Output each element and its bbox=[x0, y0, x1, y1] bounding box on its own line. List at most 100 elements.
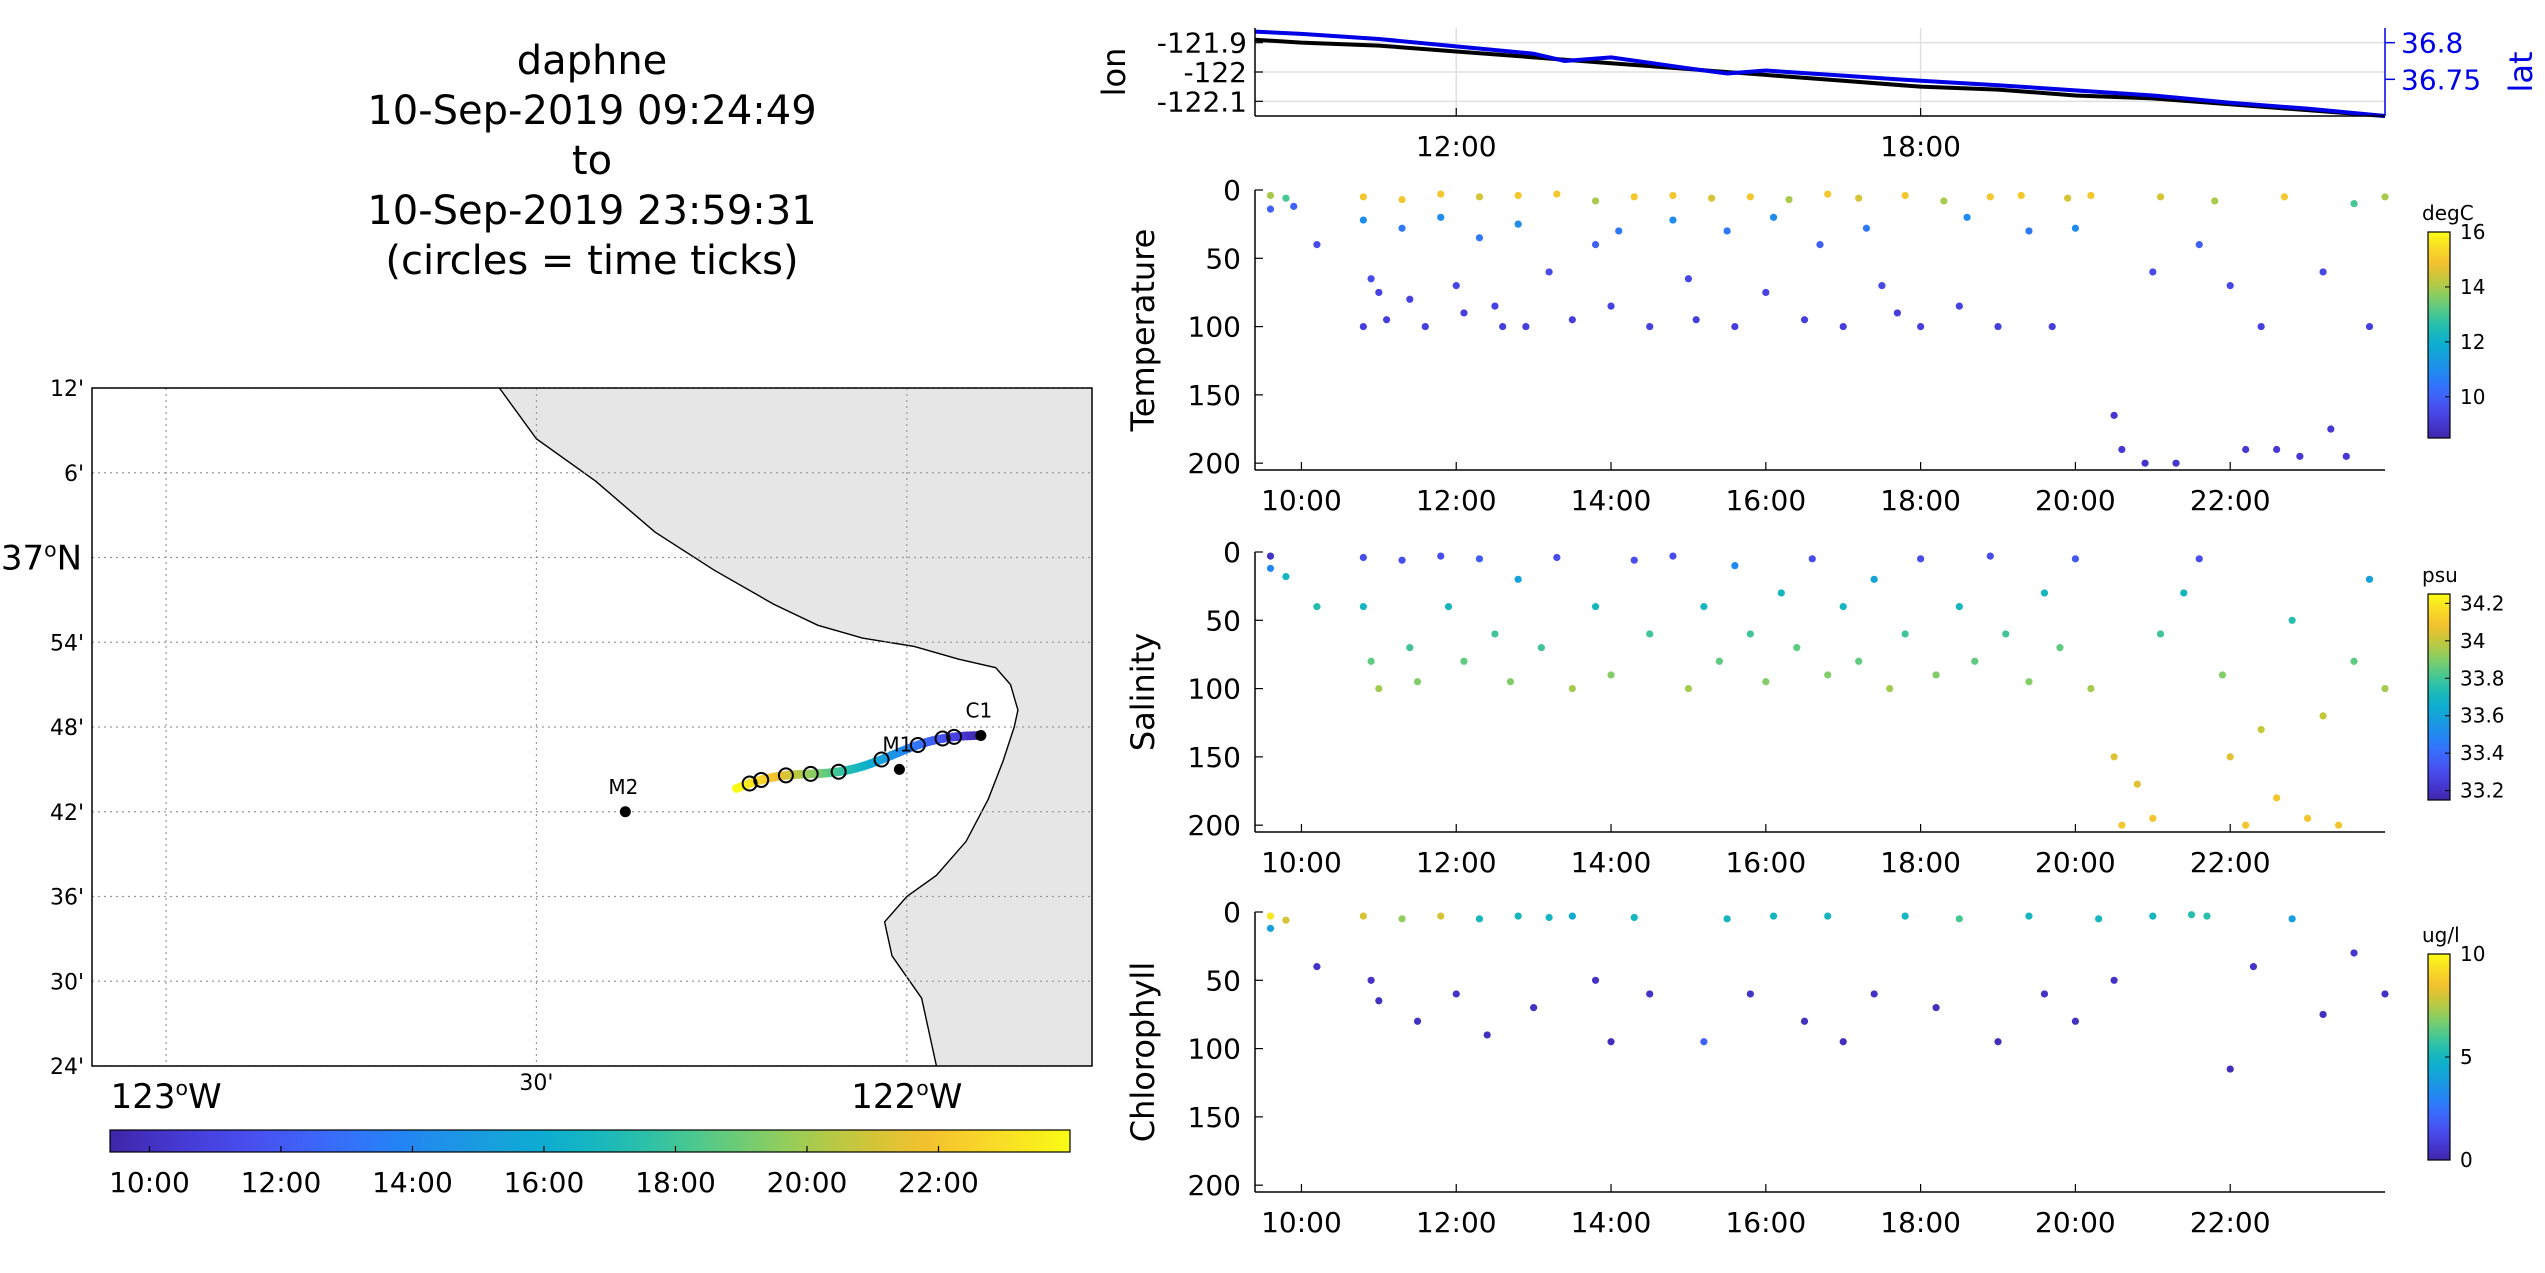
temperature-point bbox=[1475, 234, 1484, 242]
temperature-point bbox=[1901, 191, 1909, 200]
salinity-point bbox=[1855, 657, 1863, 665]
temperature-point bbox=[2025, 227, 2033, 235]
chlorophyll-xtick-label: 20:00 bbox=[2035, 1206, 2116, 1239]
temperature-colorbar-label: 10 bbox=[2460, 385, 2485, 409]
chlorophyll-point bbox=[2288, 915, 2296, 923]
time-tick-circle bbox=[777, 767, 794, 784]
chlorophyll-point bbox=[1514, 912, 1522, 920]
salinity-point bbox=[1413, 678, 1422, 686]
chlorophyll-xtick-label: 16:00 bbox=[1725, 1206, 1806, 1239]
salinity-ytick-label: 100 bbox=[1188, 673, 1241, 706]
temperature-point bbox=[1762, 288, 1770, 297]
temperature-point bbox=[1893, 309, 1901, 317]
salinity-point bbox=[2118, 821, 2126, 829]
salinity-point bbox=[1406, 644, 1414, 652]
salinity-point bbox=[1437, 552, 1445, 560]
lonlat-ytick-label: -122.1 bbox=[1157, 85, 1247, 118]
temperature-point bbox=[1313, 241, 1321, 249]
chlorophyll-point bbox=[2110, 976, 2118, 984]
salinity-point bbox=[1607, 671, 1615, 679]
map-ytick-label: 37oN bbox=[1, 538, 82, 579]
temperature-point bbox=[1382, 316, 1391, 324]
chlorophyll-point bbox=[1746, 990, 1754, 998]
salinity-point bbox=[1359, 553, 1367, 562]
map-colorbar-label: 18:00 bbox=[635, 1166, 716, 1199]
temperature-point bbox=[1746, 193, 1754, 201]
map-colorbar-label: 14:00 bbox=[372, 1166, 453, 1199]
salinity-point bbox=[1398, 556, 1406, 564]
temperature-point bbox=[1769, 213, 1778, 221]
salinity-xtick-label: 14:00 bbox=[1571, 846, 1652, 879]
temperature-point bbox=[1514, 191, 1522, 200]
temperature-point bbox=[1398, 195, 1406, 204]
lonlat-right-ytick-label: 36.75 bbox=[2401, 63, 2481, 96]
title-line-3: to bbox=[572, 138, 612, 184]
salinity-point bbox=[1367, 657, 1375, 665]
temperature-point bbox=[1522, 322, 1530, 331]
temperature-colorbar bbox=[2427, 231, 2451, 439]
salinity-colorbar-label: 34.2 bbox=[2460, 591, 2505, 615]
temperature-point bbox=[1475, 193, 1484, 201]
map-ytick-label: 48' bbox=[50, 716, 84, 741]
chlorophyll-point bbox=[1901, 912, 1909, 920]
temperature-point bbox=[1591, 241, 1600, 249]
map-ytick-label: 54' bbox=[50, 631, 84, 656]
temperature-point bbox=[1855, 194, 1863, 202]
temperature-point bbox=[1708, 194, 1716, 202]
map-xtick-label: 30' bbox=[519, 1071, 553, 1096]
salinity-point bbox=[1777, 589, 1785, 597]
temperature-point bbox=[1646, 322, 1654, 331]
time-tick-circle bbox=[946, 728, 963, 745]
chlorophyll-xtick-label: 12:00 bbox=[1416, 1206, 1497, 1239]
temperature-point bbox=[1406, 295, 1414, 303]
temperature-point bbox=[1282, 194, 1290, 202]
temperature-point bbox=[1615, 227, 1623, 235]
salinity-point bbox=[2350, 657, 2358, 665]
chlorophyll-point bbox=[1607, 1038, 1615, 1046]
chlorophyll-point bbox=[1437, 912, 1445, 920]
salinity-xtick-label: 20:00 bbox=[2035, 846, 2116, 879]
temperature-point bbox=[1630, 193, 1638, 201]
chlorophyll-xtick-label: 10:00 bbox=[1261, 1206, 1342, 1239]
salinity-colorbar-label: 33.6 bbox=[2460, 704, 2505, 728]
salinity-point bbox=[1630, 556, 1638, 564]
salinity-point bbox=[2365, 575, 2374, 583]
salinity-point bbox=[2110, 753, 2118, 761]
temperature-xtick-label: 20:00 bbox=[2035, 484, 2116, 517]
salinity-point bbox=[1491, 630, 1499, 638]
salinity-point bbox=[2242, 821, 2250, 829]
salinity-point bbox=[1917, 555, 1925, 563]
temperature-point bbox=[2319, 268, 2327, 276]
temperature-point bbox=[1290, 202, 1298, 210]
salinity-point bbox=[2156, 630, 2165, 638]
temperature-ytick-label: 0 bbox=[1223, 174, 1241, 207]
chlorophyll-point bbox=[1282, 916, 1290, 924]
lonlat-ylabel: lon bbox=[1095, 48, 1133, 97]
map-ytick-label: 12' bbox=[50, 377, 84, 402]
temperature-point bbox=[1862, 224, 1871, 232]
temperature-point bbox=[1839, 322, 1847, 331]
chlorophyll-ytick-label: 200 bbox=[1188, 1169, 1241, 1202]
land-area bbox=[499, 388, 1092, 1066]
temperature-point bbox=[2172, 459, 2180, 467]
chlorophyll-colorbar-unit: ug/l bbox=[2422, 923, 2460, 947]
chlorophyll-point bbox=[1530, 1004, 1538, 1012]
temperature-point bbox=[1816, 241, 1824, 249]
salinity-colorbar-label: 33.8 bbox=[2460, 666, 2505, 690]
temperature-point bbox=[1359, 193, 1367, 201]
salinity-colorbar-unit: psu bbox=[2422, 563, 2458, 587]
coastline bbox=[498, 387, 1019, 1067]
temperature-point bbox=[2141, 459, 2149, 467]
salinity-point bbox=[2273, 794, 2281, 802]
salinity-point bbox=[1793, 644, 1801, 652]
chlorophyll-point bbox=[1266, 912, 1275, 920]
chlorophyll-point bbox=[2095, 915, 2103, 923]
chlorophyll-point bbox=[1630, 913, 1638, 922]
temperature-xtick-label: 12:00 bbox=[1416, 484, 1497, 517]
temperature-point bbox=[1514, 220, 1522, 228]
salinity-point bbox=[1359, 603, 1367, 611]
salinity-point bbox=[1870, 575, 1878, 583]
salinity-point bbox=[2133, 780, 2141, 788]
salinity-colorbar bbox=[2427, 593, 2451, 801]
salinity-point bbox=[2319, 712, 2327, 720]
